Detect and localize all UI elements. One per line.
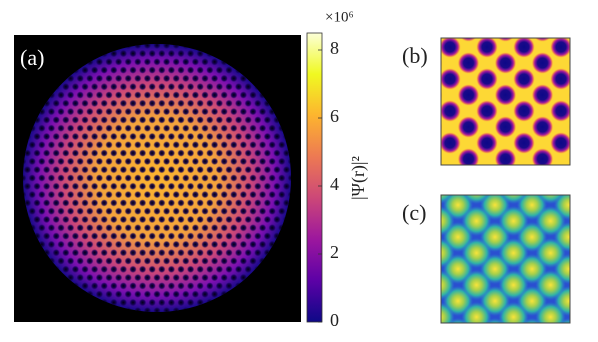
colorbar-tick-label: 0 [330, 310, 339, 330]
colorbar-multiplier: ×10⁶ [325, 9, 354, 25]
colorbar-tick-label: 8 [330, 38, 339, 58]
colorbar-label: |Ψ(r)|² [348, 156, 369, 200]
colorbar-tick-label: 2 [330, 242, 339, 262]
panel-c: (c) [402, 194, 571, 324]
panel-label: (c) [402, 200, 426, 225]
panel-a: (a) [14, 35, 301, 322]
colorbar: ×10⁶ |Ψ(r)|² 0 2 4 6 8 [306, 9, 369, 330]
panel-label: (b) [402, 43, 428, 68]
panel-label: (a) [20, 45, 44, 70]
colorbar-tick-label: 4 [330, 174, 339, 194]
colorbar-tick-label: 6 [330, 106, 339, 126]
panel-b: (b) [402, 37, 571, 166]
